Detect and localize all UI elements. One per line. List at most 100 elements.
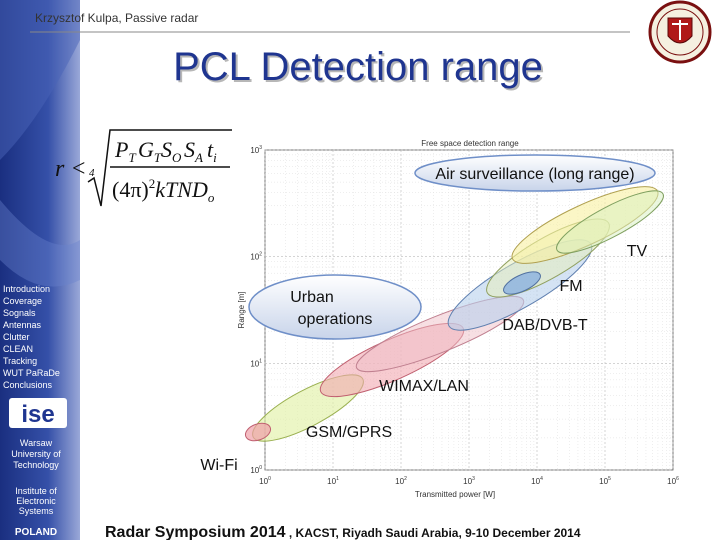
- dab-label: DAB/DVB-T: [502, 317, 588, 334]
- y-tick-label-base: 10: [250, 359, 259, 368]
- symbol: S: [161, 137, 172, 162]
- menu-item: CLEAN: [3, 344, 33, 354]
- institute-line: Institute of: [15, 486, 57, 496]
- sidebar-stripe: [0, 0, 80, 160]
- y-tick-label-exp: 2: [259, 252, 262, 258]
- air-label: Air surveillance (long range): [435, 166, 634, 183]
- symbol: P: [114, 137, 128, 162]
- subscript: O: [172, 150, 182, 165]
- fm-core: [503, 271, 541, 295]
- emblem: [648, 0, 712, 64]
- numerator-term: PT: [114, 137, 136, 165]
- y-tick-label: 102: [250, 252, 262, 262]
- wifi-label: Wi-Fi: [200, 457, 237, 474]
- x-tick-label: 106: [667, 476, 679, 486]
- tv-label: TV: [627, 243, 648, 260]
- symbol: S: [184, 137, 195, 162]
- symbol: t: [207, 137, 214, 162]
- numerator-term: SA: [184, 137, 203, 165]
- x-tick-label-base: 10: [667, 477, 676, 486]
- den-base: (4π): [112, 177, 149, 202]
- x-tick-label-exp: 2: [404, 476, 407, 482]
- subscript: T: [154, 150, 162, 165]
- denominator: (4π)2kTNDo: [112, 176, 215, 205]
- subscript: T: [128, 150, 136, 165]
- root-sign: [87, 129, 232, 207]
- x-tick-label-base: 10: [259, 477, 268, 486]
- wifi-region: [244, 422, 272, 442]
- plot-title: Free space detection range: [421, 139, 519, 148]
- y-tick-label: 101: [250, 358, 262, 368]
- menu-item: Sognals: [3, 308, 36, 318]
- menu-item: Tracking: [3, 356, 37, 366]
- y-tick-label-exp: 1: [259, 358, 262, 364]
- menu-item: WUT PaRaDe: [3, 368, 60, 378]
- y-tick-label-base: 10: [250, 466, 259, 475]
- footer-event-text: Radar Symposium 2014: [105, 524, 286, 540]
- institute-line: Electronic: [16, 496, 56, 506]
- fm-label: FM: [559, 278, 582, 295]
- den-power: 2: [149, 176, 156, 191]
- x-axis-label: Transmitted power [W]: [415, 490, 495, 499]
- urban-label: Urban: [290, 289, 334, 306]
- x-tick-label-exp: 0: [268, 476, 271, 482]
- wimax-label: WIMAX/LAN: [379, 378, 469, 395]
- x-tick-label-base: 10: [531, 477, 540, 486]
- numerator-term: GT: [138, 137, 162, 165]
- sidebar-stripe: [0, 200, 80, 287]
- x-tick-label: 100: [259, 476, 271, 486]
- formula-lhs: r <: [55, 156, 87, 182]
- author: Krzysztof Kulpa, Passive radar: [35, 11, 198, 25]
- numerator-term: SO: [161, 137, 182, 165]
- urban-callout: [248, 274, 422, 340]
- symbol: G: [138, 137, 154, 162]
- gsm-label: GSM/GPRS: [306, 424, 392, 441]
- university-line: Warsaw: [20, 438, 53, 448]
- x-tick-label-exp: 3: [472, 476, 475, 482]
- menu-item: Antennas: [3, 320, 42, 330]
- menu-item: Conclusions: [3, 380, 53, 390]
- urban-label: operations: [298, 311, 373, 328]
- header-bg: [80, 0, 720, 34]
- numerator-term: ti: [207, 137, 217, 165]
- y-tick-label: 103: [250, 145, 262, 155]
- x-tick-label-base: 10: [395, 477, 404, 486]
- x-tick-label: 102: [395, 476, 407, 486]
- menu-item: Introduction: [3, 284, 50, 294]
- y-tick-label-base: 10: [250, 146, 259, 155]
- den-sub: o: [208, 190, 215, 205]
- x-tick-label-base: 10: [327, 477, 336, 486]
- title: PCL Detection range: [173, 45, 543, 89]
- y-tick-label: 100: [250, 465, 262, 475]
- x-tick-label: 105: [599, 476, 611, 486]
- x-tick-label-exp: 5: [608, 476, 611, 482]
- air-callout: [414, 154, 656, 192]
- subscript: i: [213, 150, 217, 165]
- institute-line: Systems: [19, 506, 54, 516]
- x-tick-label-base: 10: [463, 477, 472, 486]
- y-tick-label-exp: 3: [259, 145, 262, 151]
- x-tick-label: 101: [327, 476, 339, 486]
- root-index: 4: [89, 167, 95, 179]
- country: POLAND: [15, 527, 57, 538]
- title-shadow: PCL Detection range: [175, 47, 545, 91]
- air-region-2: [556, 190, 664, 254]
- y-tick-label-exp: 0: [259, 465, 262, 471]
- x-tick-label: 103: [463, 476, 475, 486]
- formula: r <4PT GT SO SA ti(4π)2kTNDo: [55, 129, 232, 207]
- university-line: University of: [11, 449, 61, 459]
- x-tick-label-exp: 1: [336, 476, 339, 482]
- y-axis-label: Range [m]: [237, 292, 246, 329]
- logo-box: [9, 398, 67, 428]
- regions: [244, 186, 664, 442]
- footer-event: Radar Symposium 2014 , KACST, Riyadh Sau…: [105, 524, 581, 540]
- y-tick-label-base: 10: [250, 253, 259, 262]
- subscript: A: [194, 150, 203, 165]
- x-tick-label-base: 10: [599, 477, 608, 486]
- logo: ise: [21, 401, 54, 428]
- x-tick-label: 104: [531, 476, 543, 486]
- den-rest: kTND: [155, 177, 208, 202]
